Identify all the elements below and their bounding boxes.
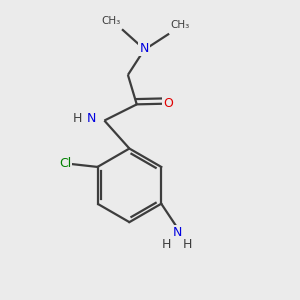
Text: N: N xyxy=(140,42,149,55)
Text: O: O xyxy=(163,97,173,110)
Text: N: N xyxy=(86,112,96,125)
Text: N: N xyxy=(173,226,182,239)
Text: H: H xyxy=(73,112,83,125)
Text: H: H xyxy=(182,238,192,250)
Text: CH₃: CH₃ xyxy=(171,20,190,30)
Text: CH₃: CH₃ xyxy=(101,16,121,26)
Text: Cl: Cl xyxy=(59,158,71,170)
Text: H: H xyxy=(162,238,171,250)
